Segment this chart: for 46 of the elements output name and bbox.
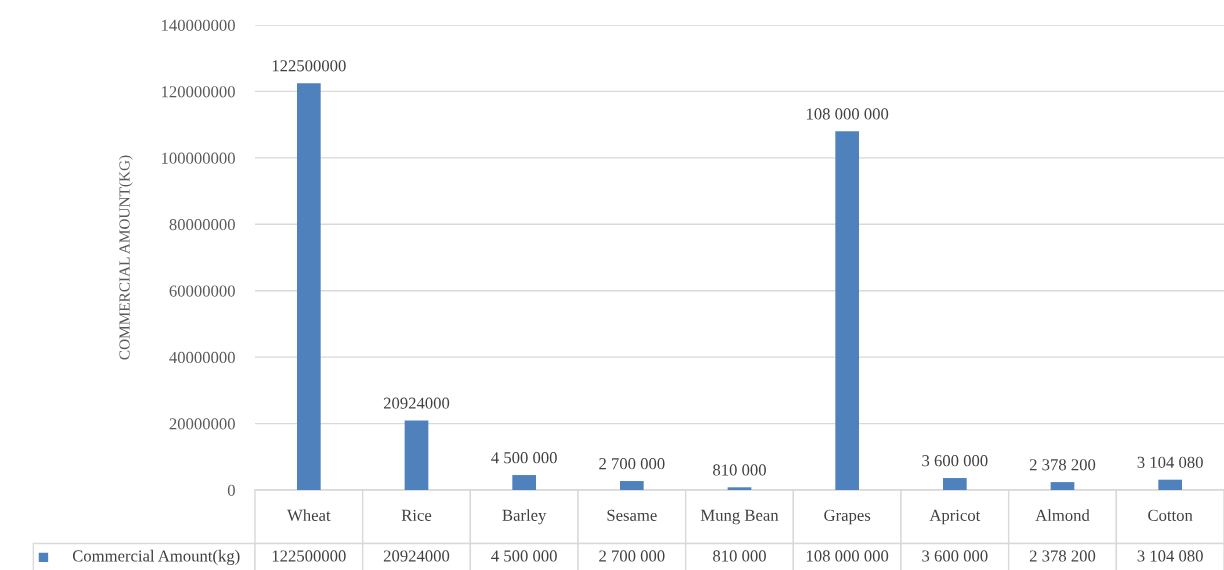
y-tick-label: 100000000 (162, 152, 235, 164)
bar (1158, 479, 1183, 490)
y-axis-title: COMMERCIAL AMOUNT(KG) (118, 155, 133, 360)
data-label: 20924000 (383, 550, 450, 562)
text: 2 700 000 (599, 458, 665, 470)
bar (619, 481, 644, 490)
text: 2 378 200 (1029, 459, 1096, 471)
data-label: 2 378 200 (1029, 550, 1096, 562)
text: 20924000 (383, 397, 450, 409)
text: 810 000 (713, 464, 766, 476)
x-tick-label: Sesame (607, 509, 657, 521)
bar (835, 131, 860, 490)
bar (296, 83, 321, 490)
x-tick-label: Barley (502, 509, 547, 525)
y-tick-label: 40000000 (169, 351, 235, 364)
x-tick-label: Grapes (824, 509, 871, 525)
data-label: 3 600 000 (922, 550, 988, 562)
text: 3 600 000 (922, 455, 988, 467)
data-label: 3 104 080 (1137, 550, 1203, 562)
y-tick-label: 20000000 (169, 418, 235, 430)
text: 4 500 000 (491, 452, 557, 464)
x-tick-label: Rice (401, 509, 432, 521)
y-tick-label: 0 (227, 484, 235, 496)
y-tick-label: 140000000 (162, 19, 235, 31)
bar (1050, 482, 1075, 490)
y-tick-label: 60000000 (169, 285, 235, 297)
bar (727, 487, 752, 490)
data-label: 2 700 000 (599, 550, 665, 562)
x-tick-label: Almond (1035, 509, 1090, 521)
y-tick-label: 120000000 (162, 86, 235, 98)
legend-label: Commercial Amount(kg) (72, 549, 240, 566)
x-tick-label: Apricot (929, 509, 981, 525)
data-label: 108 000 000 (806, 550, 889, 562)
x-tick-label: Wheat (287, 509, 331, 521)
data-label: 4 500 000 (491, 550, 557, 562)
data-label: 810 000 (713, 550, 766, 562)
bar (942, 478, 967, 490)
text: 122500000 (272, 60, 346, 72)
x-tick-label: Mung Bean (700, 509, 779, 525)
bar (512, 475, 537, 490)
text: 3 104 080 (1137, 456, 1203, 468)
text: 108 000 000 (806, 108, 889, 120)
data-label: 122500000 (272, 550, 346, 562)
bar (404, 420, 429, 490)
y-tick-label: 80000000 (169, 218, 235, 231)
x-tick-label: Cotton (1148, 509, 1193, 521)
